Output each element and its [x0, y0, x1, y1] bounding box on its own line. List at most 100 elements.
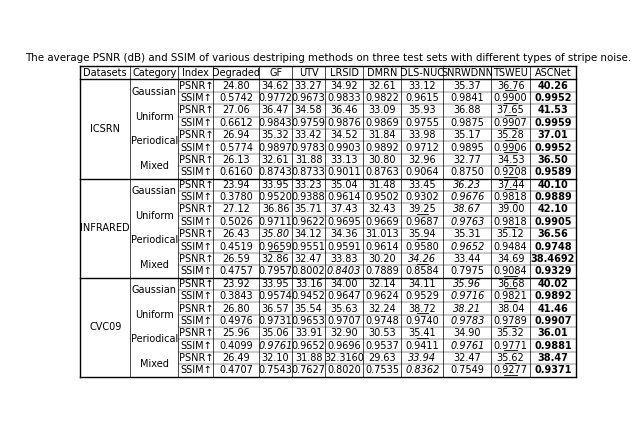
Text: 26.59: 26.59	[222, 254, 250, 264]
Text: DMRN: DMRN	[367, 68, 397, 78]
Text: 33.45: 33.45	[408, 180, 436, 190]
Text: 0.3780: 0.3780	[220, 192, 253, 202]
Text: 0.9771: 0.9771	[493, 341, 527, 351]
Text: 0.9676: 0.9676	[450, 192, 484, 202]
Text: 35.37: 35.37	[454, 81, 481, 91]
Text: 0.9881: 0.9881	[534, 341, 572, 351]
Text: 0.4976: 0.4976	[220, 316, 253, 326]
Text: 30.80: 30.80	[369, 155, 396, 165]
Text: 36.47: 36.47	[262, 105, 289, 116]
Text: 35.17: 35.17	[454, 130, 481, 140]
Text: 32.47: 32.47	[295, 254, 323, 264]
Text: 0.9822: 0.9822	[365, 93, 399, 103]
Text: 35.62: 35.62	[497, 353, 525, 363]
Text: PSNR↑: PSNR↑	[179, 303, 213, 314]
Text: ASCNet: ASCNet	[534, 68, 572, 78]
Text: 0.9952: 0.9952	[534, 142, 572, 153]
Text: 0.9892: 0.9892	[365, 142, 399, 153]
Text: Periodical: Periodical	[131, 235, 178, 245]
Text: SSIM↑: SSIM↑	[180, 316, 212, 326]
Text: 30.53: 30.53	[369, 328, 396, 338]
Text: 37.44: 37.44	[497, 180, 525, 190]
Text: SSIM↑: SSIM↑	[180, 192, 212, 202]
Text: ICSRN: ICSRN	[90, 124, 120, 134]
Text: 0.8584: 0.8584	[406, 266, 439, 276]
Text: Uniform: Uniform	[135, 310, 173, 320]
Text: 33.12: 33.12	[408, 81, 436, 91]
Text: 35.63: 35.63	[330, 303, 358, 314]
Text: 32.10: 32.10	[262, 353, 289, 363]
Text: 0.4519: 0.4519	[220, 242, 253, 252]
Text: 32.14: 32.14	[369, 279, 396, 289]
Text: 35.32: 35.32	[262, 130, 289, 140]
Text: 33.09: 33.09	[369, 105, 396, 116]
Text: 27.06: 27.06	[222, 105, 250, 116]
Text: 26.94: 26.94	[222, 130, 250, 140]
Text: PSNR↑: PSNR↑	[179, 204, 213, 215]
Text: 36.86: 36.86	[262, 204, 289, 215]
Text: 31.48: 31.48	[369, 180, 396, 190]
Text: Gaussian: Gaussian	[132, 285, 177, 295]
Text: 26.80: 26.80	[222, 303, 250, 314]
Text: 0.9748: 0.9748	[365, 316, 399, 326]
Text: 0.9615: 0.9615	[406, 93, 439, 103]
Text: 34.11: 34.11	[409, 279, 436, 289]
Text: SNRWDNN: SNRWDNN	[442, 68, 493, 78]
Text: 0.9502: 0.9502	[365, 192, 399, 202]
Text: 33.91: 33.91	[295, 328, 323, 338]
Text: 29.63: 29.63	[369, 353, 396, 363]
Text: 40.26: 40.26	[538, 81, 568, 91]
Text: 0.4757: 0.4757	[219, 266, 253, 276]
Text: 0.6160: 0.6160	[220, 167, 253, 177]
Text: 38.04: 38.04	[497, 303, 524, 314]
Text: Index: Index	[182, 68, 209, 78]
Text: 0.8743: 0.8743	[259, 167, 292, 177]
Text: 0.9818: 0.9818	[494, 217, 527, 227]
Text: 35.41: 35.41	[408, 328, 436, 338]
Text: 0.9371: 0.9371	[534, 366, 572, 375]
Text: 0.8002: 0.8002	[292, 266, 326, 276]
Text: 33.95: 33.95	[262, 279, 289, 289]
Text: 0.5742: 0.5742	[219, 93, 253, 103]
Text: 36.23: 36.23	[453, 180, 481, 190]
Text: 32.86: 32.86	[262, 254, 289, 264]
Text: 40.02: 40.02	[538, 279, 568, 289]
Text: 37.43: 37.43	[330, 204, 358, 215]
Text: 0.4707: 0.4707	[220, 366, 253, 375]
Text: SSIM↑: SSIM↑	[180, 242, 212, 252]
Text: Category: Category	[132, 68, 177, 78]
Text: 0.9580: 0.9580	[406, 242, 439, 252]
Text: 0.9647: 0.9647	[327, 291, 361, 301]
Text: 0.9905: 0.9905	[534, 217, 572, 227]
Text: 0.9652: 0.9652	[450, 242, 484, 252]
Text: 35.71: 35.71	[295, 204, 323, 215]
Text: 34.90: 34.90	[454, 328, 481, 338]
Text: 0.9761: 0.9761	[450, 341, 484, 351]
Text: Uniform: Uniform	[135, 112, 173, 122]
Text: 0.9841: 0.9841	[451, 93, 484, 103]
Text: 33.16: 33.16	[295, 279, 323, 289]
Text: 0.9897: 0.9897	[259, 142, 292, 153]
Text: 32.96: 32.96	[408, 155, 436, 165]
Text: SSIM↑: SSIM↑	[180, 93, 212, 103]
Text: 35.96: 35.96	[453, 279, 481, 289]
Text: 33.83: 33.83	[330, 254, 358, 264]
Text: CVC09: CVC09	[89, 322, 122, 332]
Text: 36.46: 36.46	[330, 105, 358, 116]
Text: PSNR↑: PSNR↑	[179, 353, 213, 363]
Text: 38.4692: 38.4692	[531, 254, 575, 264]
Text: 38.67: 38.67	[453, 204, 481, 215]
Text: 35.12: 35.12	[497, 229, 525, 239]
Text: 33.95: 33.95	[262, 180, 289, 190]
Text: 35.28: 35.28	[497, 130, 525, 140]
Text: 0.9574: 0.9574	[259, 291, 292, 301]
Text: 0.4099: 0.4099	[220, 341, 253, 351]
Text: 0.9712: 0.9712	[406, 142, 439, 153]
Text: PSNR↑: PSNR↑	[179, 155, 213, 165]
Text: 26.13: 26.13	[222, 155, 250, 165]
Text: 0.9959: 0.9959	[534, 118, 572, 128]
Text: PSNR↑: PSNR↑	[179, 180, 213, 190]
Text: 0.9892: 0.9892	[534, 291, 572, 301]
Text: 35.54: 35.54	[295, 303, 323, 314]
Text: 32.24: 32.24	[369, 303, 396, 314]
